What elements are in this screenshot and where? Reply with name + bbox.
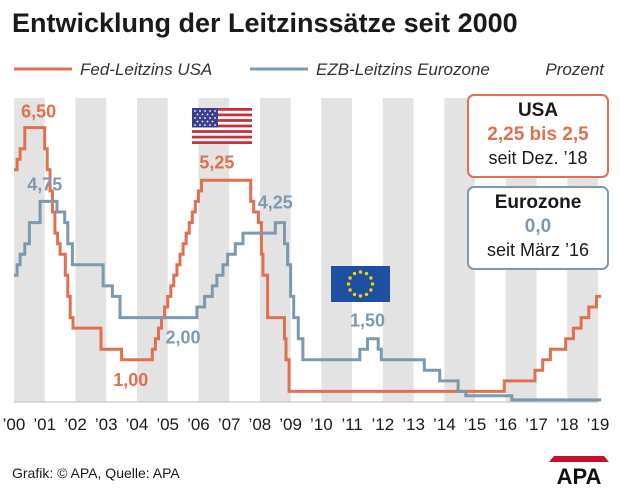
eu-star: [348, 288, 352, 292]
x-tick-label: ’10: [310, 415, 333, 434]
x-tick-label: ’03: [95, 415, 118, 434]
x-tick-label: ’05: [156, 415, 179, 434]
eu-star: [364, 271, 369, 276]
x-tick-label: ’08: [249, 415, 272, 434]
eu-star: [358, 270, 363, 274]
usa-rate-box: USA 2,25 bis 2,5 seit Dez. ’18: [467, 94, 609, 178]
legend: Fed-Leitzins USA EZB-Leitzins Eurozone P…: [14, 60, 605, 79]
chart-title: Entwicklung der Leitzinssätze seit 2000: [12, 8, 518, 38]
value-label: 6,50: [21, 102, 56, 122]
value-label: 1,50: [350, 311, 385, 331]
eurozone-box-since: seit März ’16: [486, 240, 590, 260]
value-label: 2,00: [166, 328, 201, 348]
x-tick-label: ’01: [33, 415, 56, 434]
eu-star: [352, 271, 357, 276]
series-line-fed: [14, 126, 602, 393]
x-tick-label: ’12: [371, 415, 394, 434]
value-label: 4,75: [27, 174, 62, 194]
value-label: 1,00: [113, 370, 148, 390]
series-line-ecb: [14, 199, 602, 402]
x-tick-label: ’07: [218, 415, 241, 434]
x-tick-label: ’14: [433, 415, 456, 434]
eurozone-rate-box: Eurozone 0,0 seit März ’16: [467, 186, 609, 270]
x-tick-label: ’02: [64, 415, 87, 434]
year-band: [321, 98, 353, 402]
x-tick-label: ’19: [587, 415, 610, 434]
eu-star: [346, 282, 351, 286]
eurozone-box-heading: Eurozone: [494, 192, 582, 213]
x-tick-label: ’04: [126, 415, 149, 434]
year-band: [382, 98, 414, 402]
value-label: 5,25: [199, 152, 234, 172]
eu-star: [369, 276, 373, 280]
eurozone-box-value: 0,0: [524, 216, 552, 237]
eu-star: [369, 288, 373, 292]
x-tick-label: ’18: [556, 415, 579, 434]
us-flag-icon: [192, 108, 252, 145]
value-label: 4,25: [258, 193, 293, 213]
apa-logo-text: APA: [557, 464, 602, 486]
annotations: 6,50 4,75 1,00 2,00 5,25 4,25 1,50: [21, 102, 385, 390]
eu-star: [358, 294, 363, 298]
series-lines: [14, 126, 602, 402]
source-footer: Grafik: © APA, Quelle: APA: [12, 465, 180, 481]
eu-star: [352, 292, 357, 297]
x-tick-label: ’06: [187, 415, 210, 434]
x-tick-label: ’00: [3, 415, 26, 434]
year-band: [75, 98, 107, 402]
eu-star: [370, 282, 375, 286]
x-tick-label: ’11: [341, 415, 362, 434]
usa-box-heading: USA: [517, 100, 559, 121]
legend-entry-ecb: EZB-Leitzins Eurozone: [316, 60, 490, 79]
eu-star: [364, 292, 369, 297]
x-tick-label: ’13: [402, 415, 425, 434]
apa-logo-bar: [549, 456, 609, 462]
x-tick-label: ’09: [279, 415, 302, 434]
year-band: [198, 98, 230, 402]
legend-entry-fed: Fed-Leitzins USA: [80, 60, 212, 79]
apa-logo: APA: [549, 456, 609, 486]
x-axis-ticks: ’00 ’01 ’02 ’03 ’04 ’05 ’06 ’07 ’08 ’09 ’10 ’11 ’12 ’…: [3, 415, 610, 434]
usa-box-value: 2,25 bis 2,5: [487, 124, 589, 145]
year-bands: [14, 98, 598, 403]
usa-box-since: seit Dez. ’18: [488, 148, 588, 168]
eu-flag-icon: [331, 266, 390, 302]
x-tick-label: ’16: [494, 415, 517, 434]
unit-label: Prozent: [545, 60, 605, 79]
eu-star: [348, 276, 352, 280]
year-band: [14, 98, 45, 402]
x-tick-label: ’15: [464, 415, 487, 434]
x-tick-label: ’17: [525, 415, 548, 434]
